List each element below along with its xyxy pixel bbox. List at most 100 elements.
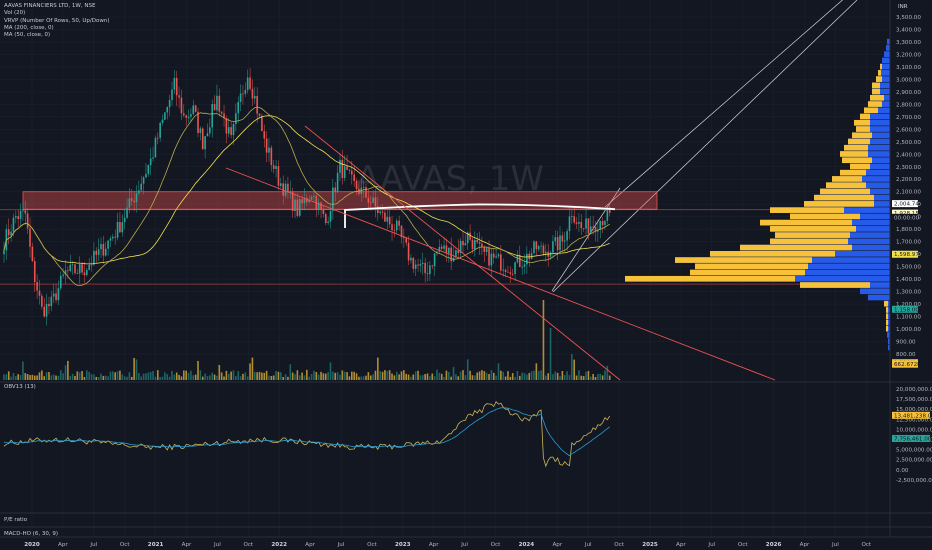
- volume-bar: [336, 372, 339, 380]
- volume-bar: [369, 375, 372, 380]
- time-tick: Oct: [367, 542, 377, 548]
- volume-bar: [426, 373, 429, 380]
- candle-body: [518, 255, 521, 267]
- candle-body: [511, 273, 514, 275]
- time-tick: 2026: [766, 542, 782, 548]
- candle-body: [116, 222, 119, 238]
- volume-bar: [478, 371, 481, 380]
- candle-body: [256, 96, 258, 114]
- price-tag-text: 1,598.97: [894, 252, 919, 258]
- candle-body: [573, 216, 576, 223]
- volume-bar: [55, 375, 57, 380]
- volume-bar: [353, 371, 355, 380]
- candle-body: [83, 272, 86, 276]
- candle-body: [405, 238, 408, 243]
- candle-body: [41, 295, 43, 307]
- macd-label[interactable]: MACD-HO (6, 30, 9): [4, 531, 58, 537]
- volume-bar: [528, 372, 531, 380]
- volume-bar: [604, 370, 606, 380]
- pane-separators: [0, 0, 932, 538]
- volume-bar: [272, 375, 275, 380]
- volume-bar: [133, 357, 135, 380]
- candle-body: [164, 112, 166, 120]
- candle-body: [156, 137, 159, 139]
- candle-body: [469, 232, 471, 240]
- candle-body: [533, 241, 535, 254]
- candle-body: [107, 240, 109, 249]
- trend-line: [304, 125, 621, 381]
- candle-body: [209, 127, 211, 134]
- candle-body: [585, 218, 587, 229]
- price-tag: [892, 209, 918, 217]
- candle-body: [365, 187, 367, 198]
- volume-bar: [24, 373, 27, 380]
- pe-label[interactable]: P/E ratio: [4, 517, 28, 523]
- candle-body: [545, 251, 547, 254]
- currency-label[interactable]: INR: [898, 4, 908, 10]
- obv-tick: 0.00: [896, 468, 909, 474]
- candle-body: [50, 296, 53, 307]
- candle-body: [81, 264, 83, 273]
- legend-ma200[interactable]: MA (200, close, 0): [4, 24, 54, 31]
- volume-bar: [109, 371, 112, 380]
- legend-vrvp[interactable]: VRVP (Number Of Rows, 50, Up/Down): [4, 17, 110, 24]
- candle-body: [604, 220, 606, 226]
- volume-bar: [355, 373, 358, 380]
- obv-label[interactable]: OBV13 (13): [4, 384, 36, 390]
- candle-body: [128, 198, 131, 208]
- candle-body: [398, 220, 400, 226]
- candle-body: [540, 245, 542, 247]
- volume-bar: [258, 371, 261, 380]
- time-tick: Oct: [861, 542, 871, 548]
- profile-bar-down: [868, 101, 882, 107]
- legend-ma50[interactable]: MA (50, close, 0): [4, 32, 51, 39]
- candle-body: [59, 275, 62, 289]
- volume-bar: [533, 370, 535, 380]
- profile-bar-up: [884, 51, 890, 57]
- symbol-title[interactable]: AAVAS FINANCIERS LTD, 1W, NSE: [4, 3, 96, 9]
- price-tick: 3,200.00: [896, 52, 921, 58]
- candle-body: [199, 128, 202, 133]
- volume-bar: [360, 376, 363, 380]
- candle-body: [424, 262, 426, 274]
- price-tick: 3,300.00: [896, 40, 921, 46]
- volume-bar: [256, 372, 258, 380]
- volume-bar: [471, 375, 474, 380]
- candle-body: [412, 257, 415, 269]
- candle-body: [246, 77, 249, 91]
- volume-bar: [502, 371, 505, 380]
- candle-body: [440, 246, 443, 249]
- candle-body: [277, 166, 280, 186]
- volume-bar: [485, 372, 488, 380]
- legend-volume[interactable]: Vol (20): [4, 10, 26, 17]
- volume-bar: [168, 376, 171, 380]
- profile-bar-up: [887, 332, 890, 338]
- candle-body: [121, 222, 124, 233]
- obv-tick: 5,000,000.00: [896, 448, 932, 454]
- candle-body: [12, 217, 15, 232]
- candle-body: [303, 197, 306, 204]
- volume-bar: [443, 376, 445, 380]
- candle-body: [336, 172, 339, 192]
- volume-bar: [5, 374, 8, 380]
- candle-body: [589, 226, 592, 234]
- time-axis[interactable]: 2020 Apr Jul Oct 2021 Apr Jul Oct 2022 Apr Jul Oct 2…: [24, 542, 872, 548]
- profile-bar-down: [770, 207, 844, 213]
- price-axis[interactable]: 3,500.00 3,400.00 3,300.00 3,200.00 3,100.00…: [892, 15, 932, 484]
- time-tick: Oct: [614, 542, 624, 548]
- candle-body: [353, 174, 355, 181]
- volume-bar: [575, 375, 578, 380]
- profile-bar-down: [884, 300, 888, 307]
- obv-tick: -2,500,000.00: [896, 478, 932, 484]
- profile-bar-down: [844, 144, 868, 151]
- volume-bar: [421, 375, 424, 380]
- volume-bar: [554, 371, 557, 380]
- volume-bar: [497, 363, 500, 380]
- candle-body: [419, 263, 422, 266]
- volume-bar: [549, 328, 552, 380]
- volume-bar: [452, 366, 455, 380]
- candle-body: [216, 95, 218, 111]
- candle-body: [7, 229, 10, 236]
- candle-body: [466, 232, 469, 244]
